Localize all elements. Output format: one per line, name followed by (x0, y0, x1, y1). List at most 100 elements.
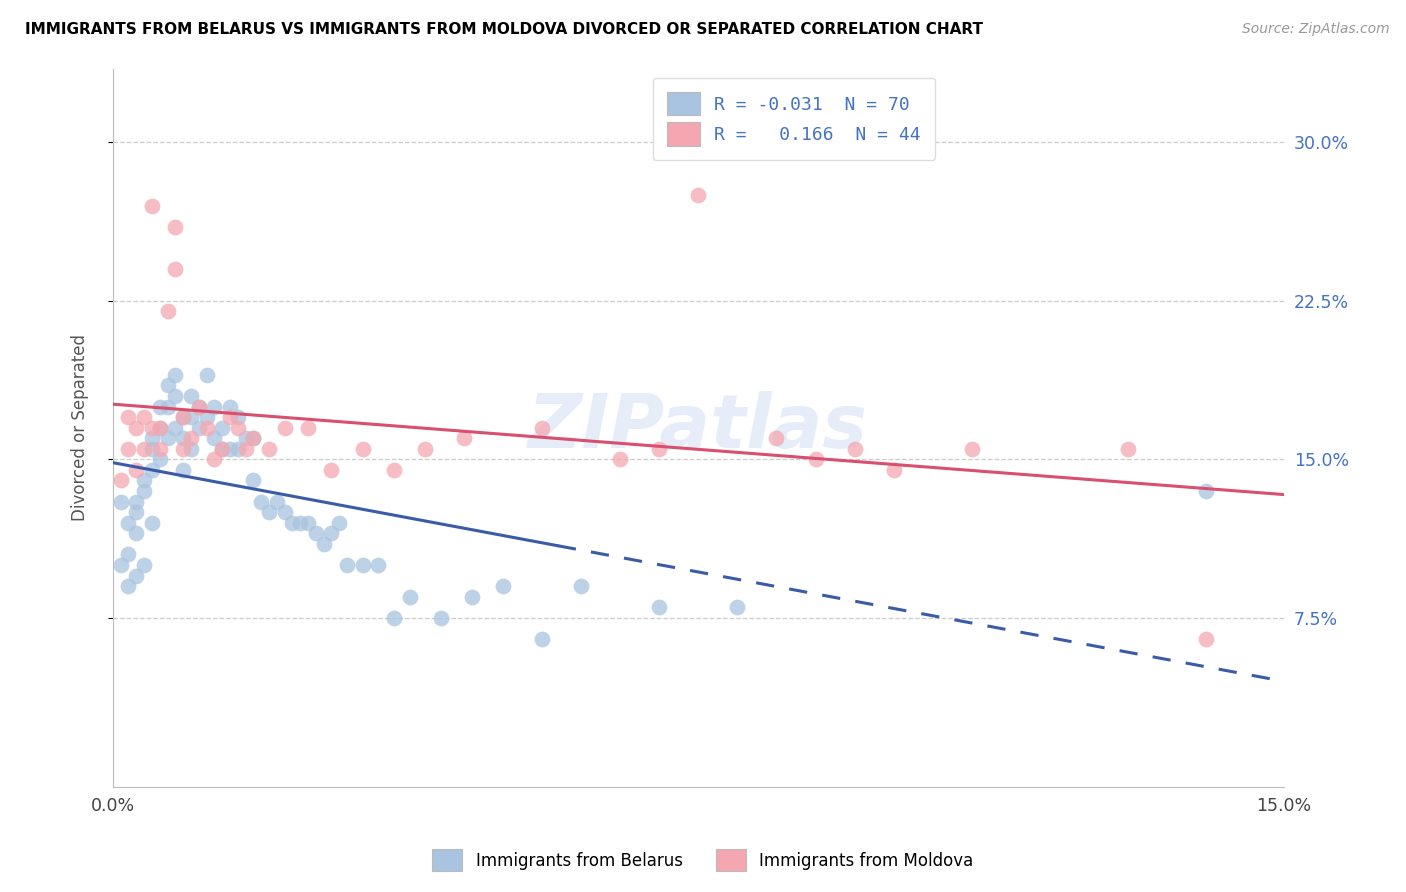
Point (110, 494, 132, 508)
Point (187, 420, 209, 434)
Point (202, 431, 225, 445)
Text: ZIPatlas: ZIPatlas (529, 392, 869, 464)
Point (266, 494, 288, 508)
Point (398, 590, 420, 604)
Point (328, 516, 350, 530)
Point (117, 579, 139, 593)
Point (125, 505, 148, 519)
Point (242, 474, 264, 488)
Point (172, 463, 194, 477)
Point (110, 474, 132, 488)
Point (226, 410, 249, 425)
Point (195, 420, 218, 434)
Point (165, 368, 187, 382)
Point (172, 442, 194, 456)
Point (180, 431, 202, 445)
Point (453, 431, 475, 445)
Point (156, 431, 179, 445)
Point (531, 632, 554, 646)
Point (117, 548, 139, 562)
Point (149, 420, 172, 434)
Point (195, 410, 218, 425)
Point (132, 558, 155, 572)
Point (149, 420, 172, 434)
Point (382, 463, 405, 477)
Point (609, 452, 631, 467)
Point (219, 410, 242, 425)
Point (141, 431, 163, 445)
Point (648, 442, 671, 456)
Point (180, 442, 202, 456)
Point (156, 378, 179, 392)
Point (132, 442, 155, 456)
Point (765, 431, 787, 445)
Point (125, 568, 148, 582)
Point (960, 442, 983, 456)
Legend: R = -0.031  N = 70, R =   0.166  N = 44: R = -0.031 N = 70, R = 0.166 N = 44 (652, 78, 935, 160)
Point (132, 410, 155, 425)
Point (727, 600, 749, 615)
Point (149, 452, 172, 467)
Point (132, 484, 155, 499)
Point (110, 558, 132, 572)
Point (141, 516, 163, 530)
Point (180, 410, 202, 425)
Point (226, 442, 249, 456)
Point (172, 410, 194, 425)
Point (132, 474, 155, 488)
Point (117, 442, 139, 456)
Point (312, 537, 335, 551)
Point (117, 516, 139, 530)
Point (1116, 442, 1139, 456)
Point (242, 431, 264, 445)
Legend: Immigrants from Belarus, Immigrants from Moldova: Immigrants from Belarus, Immigrants from… (425, 841, 981, 880)
Point (202, 452, 225, 467)
Point (141, 463, 163, 477)
Point (226, 420, 249, 434)
Point (569, 579, 592, 593)
Point (413, 442, 436, 456)
Point (219, 442, 242, 456)
Point (273, 505, 295, 519)
Point (180, 389, 202, 403)
Point (688, 188, 710, 202)
Point (125, 526, 148, 541)
Point (281, 516, 304, 530)
Point (219, 400, 242, 414)
Point (156, 304, 179, 318)
Point (297, 516, 319, 530)
Text: Source: ZipAtlas.com: Source: ZipAtlas.com (1241, 22, 1389, 37)
Point (149, 400, 172, 414)
Point (211, 442, 233, 456)
Point (125, 420, 148, 434)
Point (141, 442, 163, 456)
Point (125, 494, 148, 508)
Point (195, 368, 218, 382)
Point (336, 558, 359, 572)
Point (172, 431, 194, 445)
Point (172, 410, 194, 425)
Point (844, 442, 866, 456)
Point (461, 590, 484, 604)
Point (367, 558, 389, 572)
Point (273, 420, 295, 434)
Point (305, 526, 328, 541)
Point (125, 463, 148, 477)
Point (141, 199, 163, 213)
Point (804, 452, 827, 467)
Point (648, 600, 671, 615)
Point (187, 400, 209, 414)
Point (156, 400, 179, 414)
Point (117, 410, 139, 425)
Text: IMMIGRANTS FROM BELARUS VS IMMIGRANTS FROM MOLDOVA DIVORCED OR SEPARATED CORRELA: IMMIGRANTS FROM BELARUS VS IMMIGRANTS FR… (25, 22, 983, 37)
Y-axis label: Divorced or Separated: Divorced or Separated (72, 334, 89, 521)
Point (352, 442, 374, 456)
Point (883, 463, 905, 477)
Point (531, 420, 554, 434)
Point (257, 505, 280, 519)
Point (321, 463, 343, 477)
Point (1195, 632, 1218, 646)
Point (165, 262, 187, 277)
Point (382, 611, 405, 625)
Point (352, 558, 374, 572)
